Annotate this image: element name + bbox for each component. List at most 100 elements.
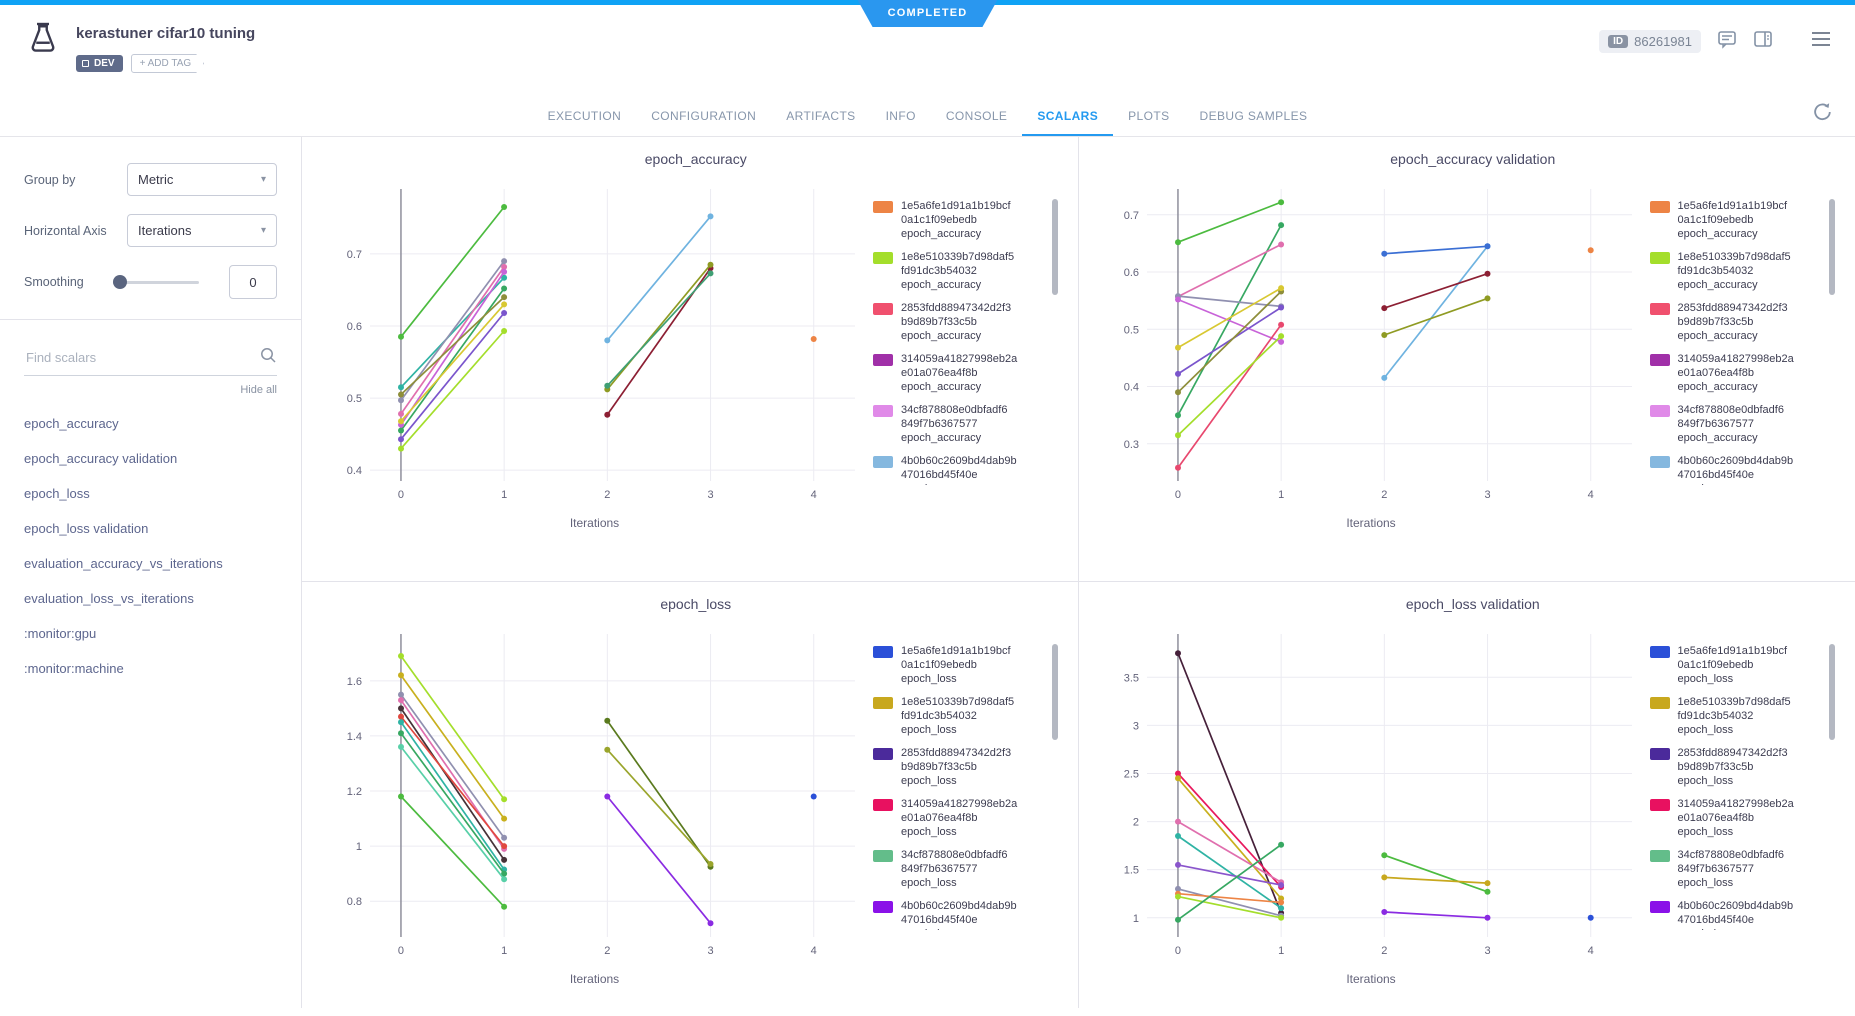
- legend-entry[interactable]: 1e5a6fe1d91a1b19bcf 0a1c1f09ebedb epoch_lo…: [873, 644, 1062, 686]
- smoothing-value-input[interactable]: [228, 265, 277, 299]
- legend-entry[interactable]: 34cf878808e0dbfadf6 849f7b6367577 epoch_lo…: [1649, 848, 1839, 890]
- sidebar-metric-item[interactable]: epoch_loss validation: [24, 521, 149, 536]
- plot-area[interactable]: 0.4 0.5 0.6 0.7 0 1 2 3 4: [322, 175, 867, 509]
- svg-text:2: 2: [1381, 489, 1387, 501]
- tab-plots[interactable]: PLOTS: [1128, 109, 1170, 123]
- svg-text:4: 4: [811, 489, 817, 501]
- chevron-down-icon: ▾: [260, 225, 266, 236]
- legend-entry[interactable]: 1e5a6fe1d91a1b19bcf 0a1c1f09ebedb epoch_ac…: [1649, 199, 1839, 241]
- legend-entry[interactable]: 1e8e510339b7d98daf5 fd91dc3b54032 epoch_lo…: [1649, 695, 1839, 737]
- smoothing-label: Smoothing: [24, 275, 84, 289]
- legend-entry[interactable]: 34cf878808e0dbfadf6 849f7b6367577 epoch_ac…: [1649, 403, 1839, 445]
- plot-area[interactable]: 0.8 1 1.2 1.4 1.6 0 1 2 3 4: [322, 620, 867, 965]
- legend: 1e5a6fe1d91a1b19bcf 0a1c1f09ebedb epoch_lo…: [1649, 644, 1839, 930]
- tab-info[interactable]: INFO: [885, 109, 916, 123]
- legend-swatch: [1649, 901, 1670, 913]
- legend-label: 2853fdd88947342d2f3 b9d89b7f33c5b epoch_lo…: [901, 747, 1012, 787]
- menu-icon[interactable]: [1811, 31, 1831, 52]
- search-icon[interactable]: [259, 346, 277, 369]
- tab-configuration[interactable]: CONFIGURATION: [651, 109, 757, 123]
- svg-text:1: 1: [1278, 489, 1284, 501]
- legend-swatch: [873, 901, 893, 913]
- tab-debug-samples[interactable]: DEBUG SAMPLES: [1199, 109, 1308, 123]
- legend-entry[interactable]: 4b0b60c2609bd4dab9b47016bd45f40eepoch_lo…: [1649, 899, 1839, 930]
- add-tag-button[interactable]: + ADD TAG: [131, 54, 205, 73]
- slider-knob[interactable]: [113, 275, 128, 289]
- dev-tag-icon: [82, 60, 89, 67]
- tab-scalars[interactable]: SCALARS: [1022, 98, 1114, 136]
- legend-swatch: [873, 697, 893, 709]
- tab-execution[interactable]: EXECUTION: [547, 109, 622, 123]
- experiment-header: kerastuner cifar10 tuning DEV + ADD TAG …: [0, 5, 1855, 97]
- dev-tag[interactable]: DEV: [76, 55, 123, 72]
- sidebar-metric-item[interactable]: evaluation_accuracy_vs_iterations: [24, 556, 223, 571]
- legend-entry[interactable]: 2853fdd88947342d2f3 b9d89b7f33c5b epoch_lo…: [1649, 746, 1839, 788]
- legend-entry[interactable]: 314059a41827998eb2a e01a076ea4f8b epoch_lo…: [1649, 797, 1839, 839]
- horizontal-axis-select[interactable]: Iterations ▾: [127, 214, 277, 247]
- legend-swatch: [1649, 201, 1670, 213]
- legend-entry[interactable]: 34cf878808e0dbfadf6 849f7b6367577 epoch_ac…: [873, 403, 1062, 445]
- legend-scrollbar[interactable]: [1828, 644, 1835, 740]
- svg-text:1.6: 1.6: [347, 676, 362, 688]
- chart-title: epoch_loss validation: [1405, 596, 1540, 612]
- legend-entry[interactable]: 4b0b60c2609bd4dab9b47016bd45f40eepoch_ac…: [1649, 454, 1839, 485]
- legend-entry[interactable]: 314059a41827998eb2a e01a076ea4f8b epoch_ac…: [1649, 352, 1839, 394]
- legend-swatch: [1649, 850, 1670, 862]
- legend-entry[interactable]: 1e8e510339b7d98daf5 fd91dc3b54032 epoch_ac…: [873, 250, 1062, 292]
- legend-entry[interactable]: 1e8e510339b7d98daf5 fd91dc3b54032 epoch_ac…: [1649, 250, 1839, 292]
- smoothing-slider[interactable]: [113, 275, 200, 289]
- chart-title: epoch_accuracy validation: [1390, 151, 1556, 167]
- legend-entry[interactable]: 314059a41827998eb2a e01a076ea4f8b epoch_lo…: [873, 797, 1062, 839]
- sidebar-metric-item[interactable]: evaluation_loss_vs_iterations: [24, 591, 194, 606]
- svg-text:2: 2: [1381, 945, 1387, 957]
- experiment-id-chip[interactable]: ID 86261981: [1599, 30, 1701, 53]
- legend-entry[interactable]: 34cf878808e0dbfadf6 849f7b6367577 epoch_lo…: [873, 848, 1062, 890]
- scalars-sidebar: Group by Metric ▾ Horizontal Axis Iterat…: [0, 137, 302, 1008]
- hide-all-link[interactable]: Hide all: [240, 384, 277, 396]
- legend-scrollbar[interactable]: [1052, 199, 1058, 295]
- legend-entry[interactable]: 2853fdd88947342d2f3 b9d89b7f33c5b epoch_ac…: [1649, 301, 1839, 343]
- legend-label: 1e8e510339b7d98daf5 fd91dc3b54032 epoch_lo…: [901, 696, 1015, 736]
- group-by-label: Group by: [24, 172, 76, 187]
- sidebar-metric-item[interactable]: epoch_loss: [24, 486, 90, 501]
- legend-label: 1e8e510339b7d98daf5 fd91dc3b54032 epoch_lo…: [1677, 696, 1791, 736]
- legend-label: 4b0b60c2609bd4dab9b47016bd45f40eepoch_lo…: [901, 900, 1017, 930]
- legend-entry[interactable]: 2853fdd88947342d2f3 b9d89b7f33c5b epoch_ac…: [873, 301, 1062, 343]
- legend-entry[interactable]: 1e8e510339b7d98daf5 fd91dc3b54032 epoch_lo…: [873, 695, 1062, 737]
- sidebar-metric-item[interactable]: epoch_accuracy: [24, 416, 119, 431]
- legend-entry[interactable]: 4b0b60c2609bd4dab9b47016bd45f40eepoch_lo…: [873, 899, 1062, 930]
- tab-artifacts[interactable]: ARTIFACTS: [786, 109, 856, 123]
- legend-label: 2853fdd88947342d2f3 b9d89b7f33c5b epoch_lo…: [1677, 747, 1788, 787]
- legend-entry[interactable]: 1e5a6fe1d91a1b19bcf 0a1c1f09ebedb epoch_ac…: [873, 199, 1062, 241]
- legend-scrollbar[interactable]: [1828, 199, 1835, 295]
- comments-icon[interactable]: [1717, 29, 1737, 54]
- find-scalars-input[interactable]: [24, 349, 259, 366]
- chart-panel-epoch-loss-validation: epoch_loss validation 1 1.5 2 2.5 3 3.5 0 1 2 3 4 …: [1079, 582, 1855, 1008]
- legend: 1e5a6fe1d91a1b19bcf 0a1c1f09ebedb epoch_lo…: [873, 644, 1062, 930]
- legend-entry[interactable]: 1e5a6fe1d91a1b19bcf 0a1c1f09ebedb epoch_lo…: [1649, 644, 1839, 686]
- legend-entry[interactable]: 314059a41827998eb2a e01a076ea4f8b epoch_ac…: [873, 352, 1062, 394]
- svg-text:3: 3: [1132, 720, 1138, 732]
- slider-track[interactable]: [113, 281, 200, 284]
- tab-console[interactable]: CONSOLE: [945, 109, 1008, 123]
- legend-swatch: [1649, 303, 1670, 315]
- details-panel-icon[interactable]: [1753, 29, 1773, 54]
- plot-area[interactable]: 1 1.5 2 2.5 3 3.5 0 1 2 3 4: [1099, 620, 1644, 965]
- svg-text:4: 4: [1587, 489, 1593, 501]
- id-badge: ID: [1608, 35, 1629, 48]
- refresh-icon[interactable]: [1811, 101, 1833, 128]
- legend-entry[interactable]: 4b0b60c2609bd4dab9b47016bd45f40eepoch_ac…: [873, 454, 1062, 485]
- group-by-select[interactable]: Metric ▾: [127, 163, 277, 196]
- legend-label: 314059a41827998eb2a e01a076ea4f8b epoch_lo…: [901, 798, 1018, 838]
- legend-scrollbar[interactable]: [1052, 644, 1058, 740]
- sidebar-metric-item[interactable]: :monitor:machine: [24, 661, 124, 676]
- svg-text:0: 0: [398, 945, 404, 957]
- plot-area[interactable]: 0.3 0.4 0.5 0.6 0.7 0 1 2 3 4: [1099, 175, 1644, 509]
- legend-label: 2853fdd88947342d2f3 b9d89b7f33c5b epoch_ac…: [901, 302, 1012, 342]
- legend-entry[interactable]: 2853fdd88947342d2f3 b9d89b7f33c5b epoch_lo…: [873, 746, 1062, 788]
- legend-swatch: [873, 354, 893, 366]
- sidebar-metric-item[interactable]: :monitor:gpu: [24, 626, 97, 641]
- horizontal-axis-label: Horizontal Axis: [24, 223, 107, 238]
- sidebar-metric-item[interactable]: epoch_accuracy validation: [24, 451, 178, 466]
- legend-label: 314059a41827998eb2a e01a076ea4f8b epoch_ac…: [901, 353, 1018, 393]
